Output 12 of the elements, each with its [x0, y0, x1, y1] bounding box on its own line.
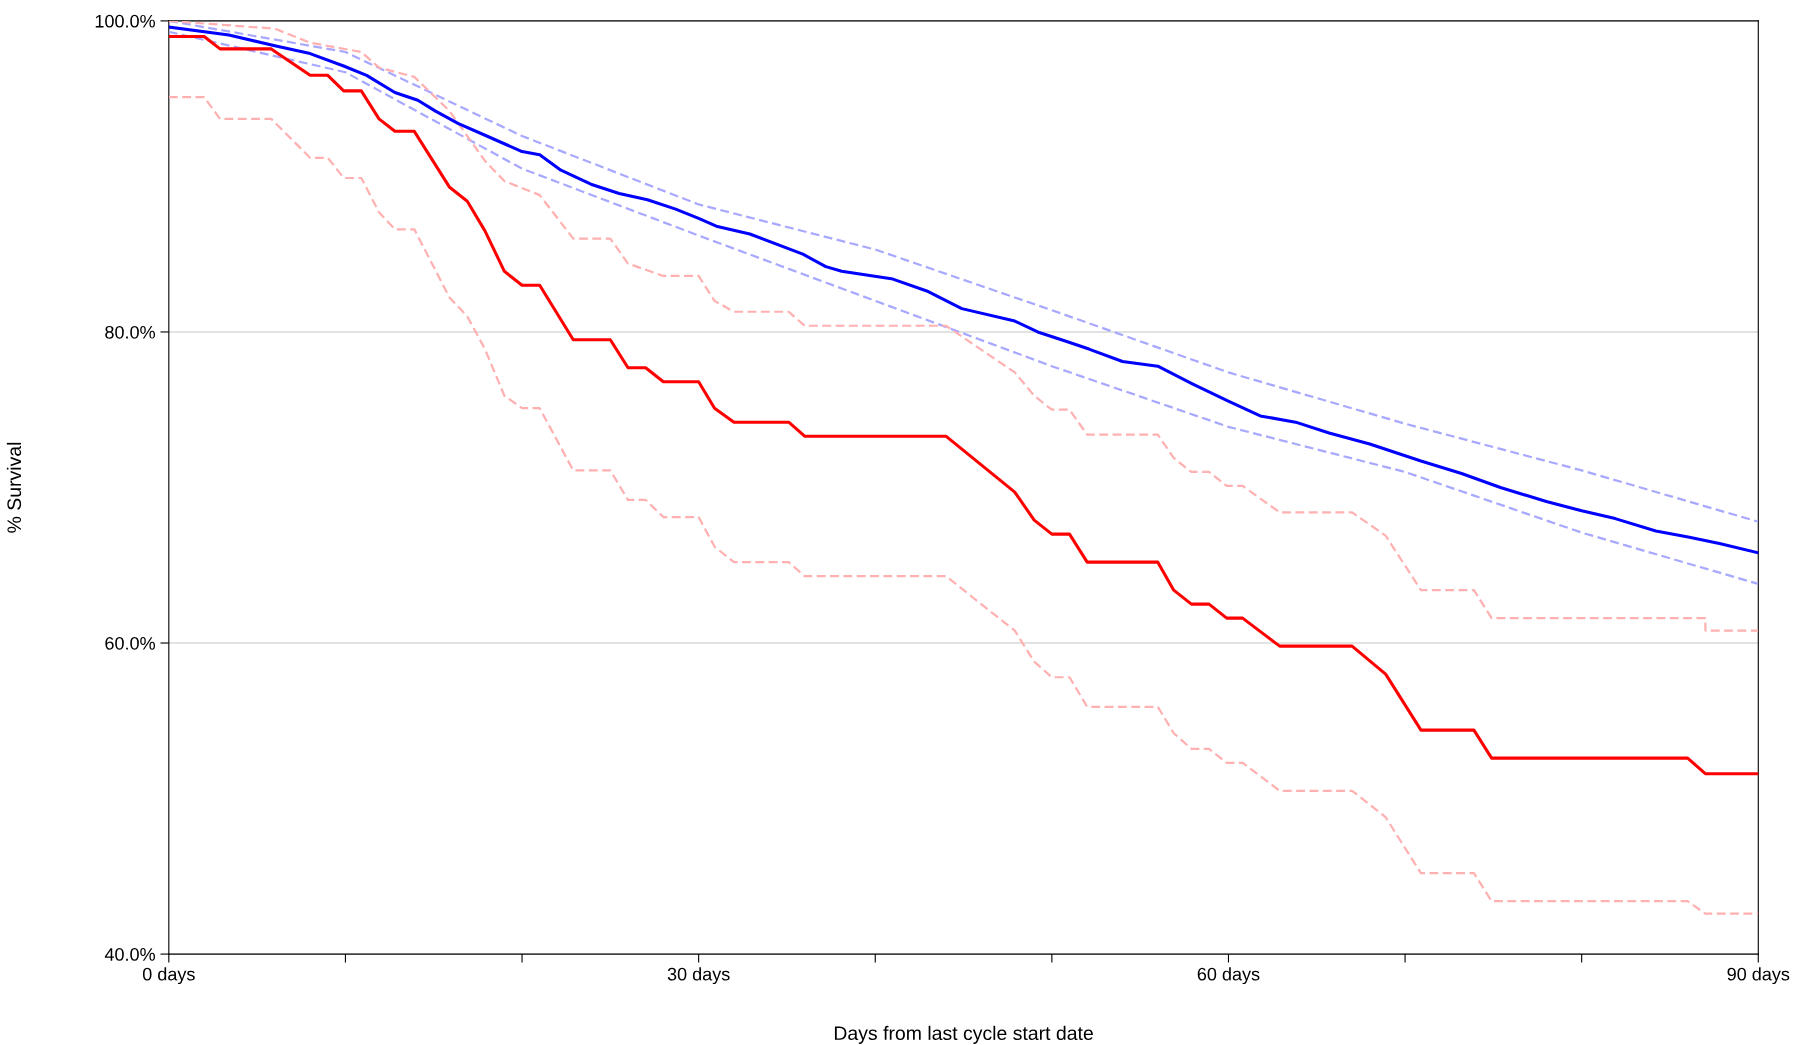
x-tick-label: 60 days: [1197, 967, 1260, 985]
x-tick-label: 90 days: [1727, 967, 1790, 985]
line-series: [168, 34, 1759, 776]
y-tick-label: 100.0%: [95, 14, 155, 28]
x-axis-title: Days from last cycle start date: [834, 1025, 1093, 1044]
x-tick-label: 30 days: [667, 967, 730, 985]
y-axis-title: % Survival: [6, 442, 22, 533]
line-series: [168, 96, 1759, 915]
y-tick-label: 80.0%: [105, 325, 155, 339]
y-tick-label: 60.0%: [105, 636, 155, 650]
x-tick-label: 0 days: [142, 967, 195, 985]
y-tick-label: 40.0%: [104, 948, 155, 961]
